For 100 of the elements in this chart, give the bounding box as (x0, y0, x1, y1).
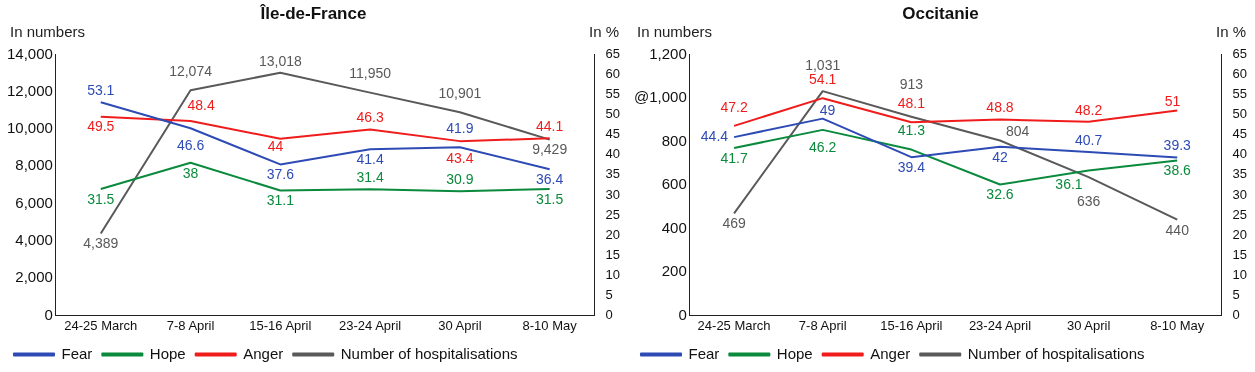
data-label: 44.1 (536, 118, 564, 135)
y-tick-label: 12,000 (6, 81, 53, 99)
x-tick-label: 30 April (438, 317, 482, 333)
data-label: 38 (182, 164, 199, 181)
data-label: 804 (1005, 123, 1030, 140)
legend-label: Number of hospitalisations (340, 344, 518, 362)
y-tick-label: 0 (44, 305, 53, 323)
y-tick-label: 800 (661, 131, 687, 149)
data-label: 4,389 (83, 235, 119, 252)
x-tick-label: 23-24 April (339, 317, 402, 333)
y2-axis-title: In % (588, 23, 619, 41)
data-label: 40.7 (1074, 131, 1103, 148)
chart-title: Occitanie (902, 3, 979, 23)
data-label: 39.3 (1163, 137, 1192, 154)
y-tick-label: @1,000 (634, 88, 687, 106)
data-label: 469 (722, 215, 746, 232)
x-tick-label: 8-10 May (522, 317, 578, 333)
y2-tick-label: 10 (605, 266, 621, 282)
y2-tick-label: 25 (1232, 206, 1248, 222)
data-label: 31.5 (87, 190, 115, 207)
data-label: 49 (819, 101, 836, 118)
data-label: 44 (267, 137, 284, 154)
y2-tick-label: 40 (1232, 146, 1248, 162)
y2-tick-label: 45 (1232, 126, 1248, 142)
y2-tick-label: 50 (605, 106, 621, 122)
y2-tick-label: 15 (1232, 246, 1248, 262)
y-axis-title: In numbers (10, 23, 86, 41)
data-label: 47.2 (720, 98, 748, 115)
x-tick-label: 7-8 April (166, 317, 215, 333)
y2-tick-label: 0 (1232, 306, 1240, 322)
x-tick-label: 23-24 April (968, 317, 1032, 333)
y-tick-label: 600 (661, 175, 687, 193)
data-label: 53.1 (87, 82, 115, 99)
data-label: 41.7 (720, 149, 748, 166)
y2-tick-label: 45 (605, 126, 621, 142)
y-tick-label: 200 (661, 262, 687, 280)
legend-label: Fear (61, 344, 93, 362)
data-label: 38.6 (1163, 162, 1192, 179)
y2-tick-label: 65 (605, 45, 621, 61)
data-label: 36.1 (1055, 176, 1083, 193)
y2-axis-title: In % (1215, 23, 1246, 41)
y2-tick-label: 20 (605, 226, 621, 242)
data-label: 44.4 (700, 127, 729, 144)
y2-tick-label: 40 (605, 146, 621, 162)
y2-tick-label: 5 (605, 286, 613, 302)
y2-tick-label: 50 (1232, 106, 1248, 122)
y-tick-label: 1,200 (649, 44, 687, 62)
y-axis-title: In numbers (637, 23, 713, 41)
data-label: 39.4 (897, 159, 926, 176)
data-label: 48.8 (986, 99, 1014, 116)
data-label: 43.4 (446, 149, 474, 166)
y-tick-label: 8,000 (15, 156, 53, 174)
y2-tick-label: 60 (1232, 66, 1248, 82)
data-label: 46.3 (356, 109, 384, 126)
x-tick-label: 8-10 May (1150, 317, 1205, 333)
data-label: 11,950 (349, 65, 392, 82)
data-label: 48.1 (897, 95, 926, 112)
legend-label: Anger (870, 344, 911, 362)
y2-tick-label: 25 (605, 206, 621, 222)
data-label: 46.6 (176, 137, 205, 154)
y-tick-label: 400 (661, 218, 687, 236)
data-label: 51 (1164, 93, 1181, 110)
y2-tick-label: 60 (605, 66, 621, 82)
y-tick-label: 14,000 (6, 44, 53, 62)
data-label: 30.9 (446, 171, 474, 188)
legend-label: Fear (688, 344, 720, 362)
data-label: 31.5 (536, 190, 564, 207)
y2-tick-label: 15 (605, 246, 621, 262)
legend-label: Number of hospitalisations (967, 344, 1145, 362)
x-tick-label: 30 April (1066, 317, 1111, 333)
y2-tick-label: 55 (1232, 86, 1248, 102)
data-label: 41.4 (356, 151, 384, 168)
y-tick-label: 0 (678, 305, 687, 323)
y2-tick-label: 55 (605, 86, 621, 102)
data-label: 9,429 (532, 141, 568, 158)
data-label: 48.2 (1074, 101, 1103, 118)
legend-label: Hope (776, 344, 813, 362)
data-label: 42 (992, 148, 1008, 165)
y2-tick-label: 20 (1232, 226, 1248, 242)
data-label: 41.3 (897, 122, 926, 139)
y2-tick-label: 5 (1232, 286, 1240, 302)
x-tick-label: 24-25 March (64, 317, 138, 333)
data-label: 31.4 (356, 169, 384, 186)
legend-label: Anger (243, 344, 284, 362)
data-label: 36.4 (536, 171, 564, 188)
chart-title: Île-de-France (259, 3, 367, 23)
y-tick-label: 2,000 (15, 268, 53, 286)
data-label: 12,074 (169, 63, 213, 80)
data-label: 31.1 (266, 192, 295, 209)
data-label: 636 (1076, 192, 1101, 209)
y2-tick-label: 10 (1232, 266, 1248, 282)
y2-tick-label: 35 (605, 166, 621, 182)
y2-tick-label: 35 (1232, 166, 1248, 182)
x-tick-label: 24-25 March (697, 317, 771, 333)
data-label: 49.5 (87, 118, 115, 135)
y2-tick-label: 30 (1232, 186, 1248, 202)
x-tick-label: 15-16 April (249, 317, 312, 333)
y-tick-label: 6,000 (15, 193, 53, 211)
y2-tick-label: 65 (1232, 45, 1248, 61)
x-tick-label: 15-16 April (880, 317, 943, 333)
